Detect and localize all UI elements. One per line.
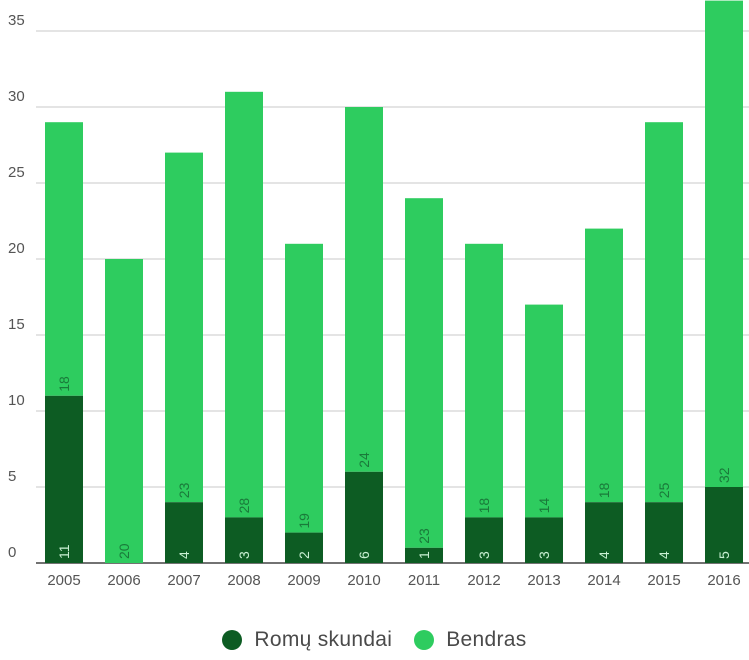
y-tick-label: 15 — [8, 316, 25, 333]
x-tick-label: 2015 — [647, 572, 680, 589]
bar-romu-skundai — [405, 547, 443, 563]
bar-romu-skundai — [285, 532, 323, 563]
y-tick-label: 0 — [8, 544, 16, 561]
bar-romu-skundai — [525, 517, 563, 563]
bar-romu-skundai — [585, 502, 623, 563]
bar-bendras — [705, 0, 743, 487]
data-label-romu-skundai: 2 — [296, 551, 312, 559]
bar-bendras — [45, 122, 83, 396]
x-tick-label: 2011 — [408, 572, 440, 589]
data-label-romu-skundai: 5 — [716, 551, 732, 559]
data-label-romu-skundai: 4 — [176, 551, 192, 559]
data-label-romu-skundai: 3 — [236, 551, 252, 559]
data-label-bendras: 18 — [476, 498, 492, 514]
bar-romu-skundai — [165, 502, 203, 563]
legend-swatch-bendras — [414, 630, 435, 650]
bar-bendras — [465, 243, 503, 518]
y-tick-label: 10 — [8, 392, 25, 409]
x-tick-label: 2006 — [107, 572, 140, 589]
legend-label-romu-skundai: Romų skundai — [254, 628, 393, 651]
bar-romu-skundai — [45, 395, 83, 563]
data-label-bendras: 32 — [716, 467, 732, 483]
data-label-bendras: 25 — [656, 482, 672, 498]
y-tick-label: 20 — [8, 240, 25, 257]
data-label-romu-skundai: 11 — [56, 544, 72, 559]
data-label-bendras: 18 — [56, 376, 72, 392]
bar-romu-skundai — [225, 517, 263, 563]
legend-swatch-romu-skundai — [222, 630, 243, 650]
bar-bendras — [525, 304, 563, 518]
bar-bendras — [285, 243, 323, 533]
y-tick-label: 5 — [8, 468, 16, 485]
data-label-bendras: 14 — [536, 498, 552, 514]
data-label-romu-skundai: 3 — [476, 551, 492, 559]
data-label-romu-skundai: 1 — [416, 551, 432, 559]
legend-item-romu-skundai[interactable]: Romų skundai — [222, 628, 392, 652]
x-tick-label: 2016 — [707, 572, 740, 589]
x-tick-label: 2013 — [527, 572, 560, 589]
bar-bendras — [225, 91, 263, 518]
data-label-bendras: 23 — [176, 482, 192, 498]
bar-romu-skundai — [645, 502, 683, 563]
bar-romu-skundai — [465, 517, 503, 563]
chart-plot: 0510152025303520051118200620200742320083… — [8, 0, 749, 589]
x-tick-label: 2012 — [467, 572, 500, 589]
data-label-romu-skundai: 6 — [356, 551, 372, 559]
y-tick-label: 35 — [8, 12, 25, 29]
bar-bendras — [105, 259, 143, 563]
x-tick-label: 2009 — [287, 572, 320, 589]
bar-bendras — [405, 198, 443, 548]
bar-romu-skundai — [345, 471, 383, 563]
bar-bendras — [645, 122, 683, 503]
y-tick-label: 30 — [8, 88, 25, 105]
bar-bendras — [165, 152, 203, 503]
data-label-romu-skundai: 4 — [656, 551, 672, 559]
x-tick-label: 2010 — [347, 572, 380, 589]
data-label-bendras: 28 — [236, 498, 252, 514]
bar-bendras — [345, 107, 383, 472]
x-tick-label: 2007 — [167, 572, 200, 589]
chart-legend: Romų skundai Bendras — [0, 620, 749, 660]
y-tick-label: 25 — [8, 164, 25, 181]
bar-bendras — [585, 228, 623, 503]
data-label-bendras: 18 — [596, 482, 612, 498]
data-label-bendras: 23 — [416, 528, 432, 544]
legend-item-bendras[interactable]: Bendras — [414, 628, 526, 652]
data-label-bendras: 19 — [296, 513, 312, 529]
x-tick-label: 2005 — [47, 572, 80, 589]
bar-romu-skundai — [705, 487, 743, 563]
data-label-bendras: 24 — [356, 452, 372, 468]
legend-label-bendras: Bendras — [446, 628, 527, 651]
x-tick-label: 2014 — [587, 572, 620, 589]
x-tick-label: 2008 — [227, 572, 260, 589]
data-label-romu-skundai: 3 — [536, 551, 552, 559]
data-label-romu-skundai: 4 — [596, 551, 612, 559]
data-label-bendras: 20 — [116, 543, 132, 559]
